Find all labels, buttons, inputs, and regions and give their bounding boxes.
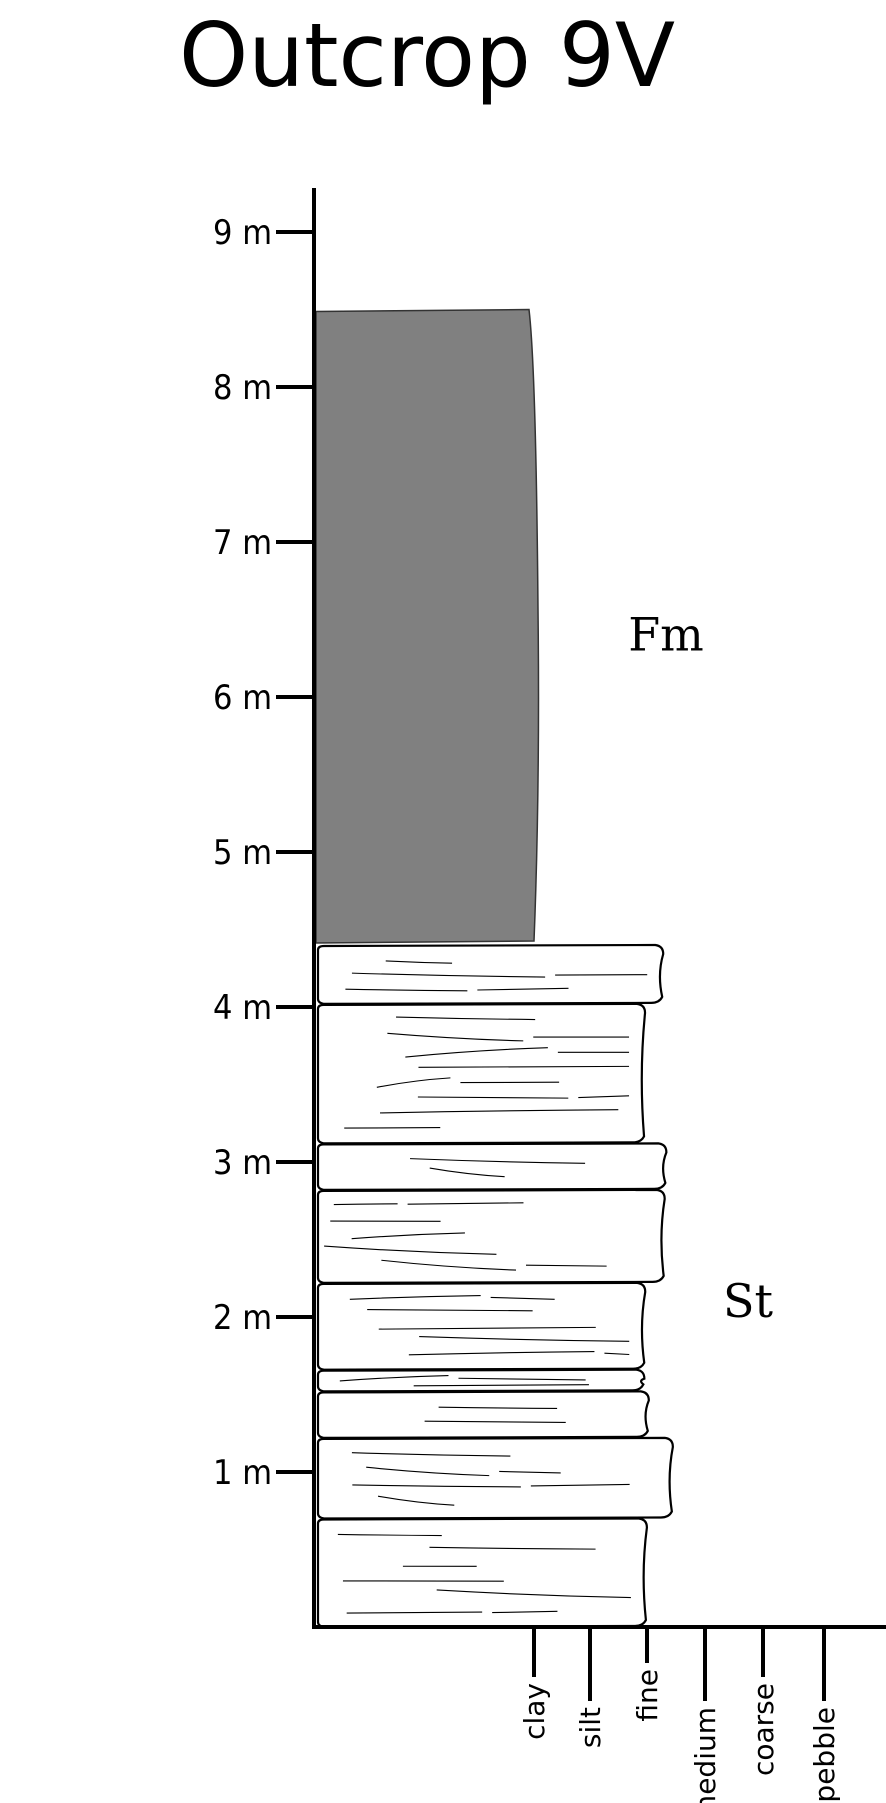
st-lamination	[429, 1546, 596, 1550]
st-lamination	[346, 1611, 483, 1614]
st-lamination	[376, 1077, 451, 1088]
st-lamination	[477, 987, 569, 991]
st-lamination	[438, 1406, 558, 1409]
st-lamination	[366, 1466, 490, 1477]
st-lamination	[410, 1158, 586, 1164]
st-bed-outline	[316, 1002, 647, 1145]
st-lamination	[530, 1483, 630, 1487]
st-lamination	[396, 1016, 536, 1021]
grain-size-axis: clay silt fine medium coarse pebble	[518, 1627, 841, 1803]
st-lamination	[337, 1533, 442, 1537]
st-lamination	[578, 1095, 630, 1099]
page-title: Outcrop 9V	[179, 4, 675, 107]
st-lamination	[407, 1202, 524, 1205]
facies-labels: St Fm	[628, 608, 773, 1329]
st-lamination	[333, 1203, 398, 1206]
st-lamination	[436, 1589, 631, 1599]
st-lamination	[408, 1351, 595, 1356]
st-lamination	[352, 1484, 521, 1488]
facies-label-fm: Fm	[628, 608, 704, 662]
st-bed-outline	[316, 1368, 646, 1393]
st-bed	[316, 1281, 647, 1371]
st-lamination	[417, 1096, 569, 1099]
st-bed	[316, 1002, 647, 1145]
st-bed	[316, 1390, 650, 1440]
st-lamination	[324, 1245, 497, 1255]
st-lamination	[339, 1375, 449, 1382]
st-lamination	[351, 1232, 465, 1240]
st-bed	[316, 1368, 646, 1393]
st-lamination	[345, 988, 468, 992]
st-bed	[316, 943, 665, 1006]
st-bed-outline	[316, 1436, 674, 1520]
depth-tick-label: 6 m	[213, 678, 272, 718]
grain-label-pebble: pebble	[808, 1707, 841, 1803]
st-lamination	[419, 1336, 630, 1342]
st-lamination	[490, 1296, 555, 1300]
depth-tick-label: 8 m	[213, 368, 272, 408]
st-bed	[316, 1142, 668, 1192]
st-lamination	[344, 1127, 441, 1129]
grain-label-clay: clay	[518, 1683, 551, 1740]
st-unit	[316, 943, 674, 1629]
depth-tick-label: 2 m	[213, 1298, 272, 1338]
depth-tick-label: 9 m	[213, 213, 272, 253]
grain-label-silt: silt	[574, 1707, 607, 1748]
st-lamination	[349, 1295, 481, 1300]
st-lamination	[418, 1065, 630, 1068]
depth-axis: 1 m 2 m 3 m 4 m 5 m 6 m 7 m 8 m 9 m	[213, 213, 314, 1493]
st-lamination	[351, 1452, 511, 1457]
grain-label-medium: medium	[689, 1707, 722, 1803]
st-lamination	[378, 1326, 596, 1330]
st-bed-outline	[316, 1390, 650, 1440]
st-lamination	[525, 1264, 607, 1267]
st-lamination	[367, 1309, 533, 1312]
st-lamination	[413, 1384, 589, 1387]
depth-tick-label: 4 m	[213, 988, 272, 1028]
depth-tick-label: 7 m	[213, 523, 272, 563]
st-lamination	[604, 1352, 630, 1356]
grain-label-coarse: coarse	[747, 1683, 780, 1776]
depth-tick-label: 5 m	[213, 833, 272, 873]
st-lamination	[380, 1109, 619, 1114]
st-lamination	[351, 972, 546, 978]
st-lamination	[424, 1420, 566, 1423]
st-lamination	[387, 1032, 524, 1042]
st-lamination	[429, 1167, 505, 1178]
st-bed-outline	[316, 1142, 668, 1192]
fm-bed	[315, 308, 540, 944]
st-bed	[316, 1436, 674, 1520]
grain-label-fine: fine	[631, 1669, 664, 1722]
st-lamination	[381, 1259, 517, 1271]
facies-label-st: St	[723, 1274, 774, 1328]
st-lamination	[458, 1377, 586, 1381]
st-lamination	[377, 1495, 455, 1506]
depth-tick-label: 1 m	[213, 1453, 272, 1493]
st-bed-outline	[316, 1281, 647, 1371]
depth-tick-label: 3 m	[213, 1143, 272, 1183]
st-bed	[316, 1517, 649, 1629]
st-lamination	[405, 1047, 548, 1058]
st-lamination	[492, 1610, 558, 1614]
st-lamination	[385, 960, 453, 964]
st-bed	[316, 1188, 666, 1285]
fm-unit	[315, 308, 540, 944]
st-bed-outline	[316, 943, 665, 1006]
st-lamination	[499, 1470, 561, 1474]
